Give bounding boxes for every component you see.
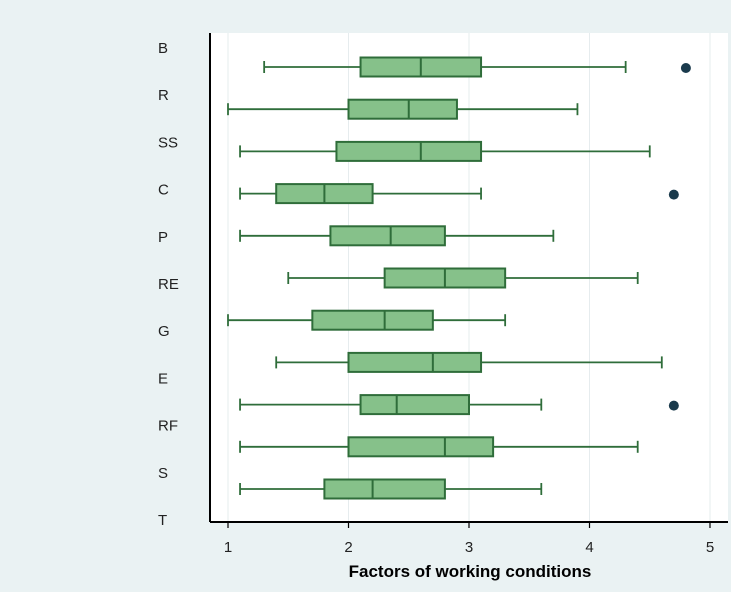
category-label: T bbox=[158, 512, 167, 529]
category-label: P bbox=[158, 229, 168, 246]
x-tick-label: 2 bbox=[344, 539, 352, 556]
box-S bbox=[347, 436, 495, 458]
outlier-point bbox=[680, 63, 691, 73]
category-label: S bbox=[158, 465, 168, 482]
box-G bbox=[311, 309, 434, 331]
box-E bbox=[347, 351, 483, 373]
x-axis-title: Factors of working conditions bbox=[349, 562, 592, 581]
x-tick-label: 1 bbox=[224, 539, 232, 556]
category-label: RF bbox=[158, 418, 178, 435]
box-P bbox=[329, 225, 446, 247]
category-label: R bbox=[158, 87, 169, 104]
box-RF bbox=[359, 394, 470, 416]
y-axis-category-labels: B R SS C P RE G E RF S T bbox=[158, 40, 179, 529]
box-SS bbox=[335, 140, 483, 162]
category-label: RE bbox=[158, 276, 179, 293]
category-label: C bbox=[158, 182, 169, 199]
outliers bbox=[668, 63, 691, 411]
box-R bbox=[347, 98, 458, 120]
category-label: G bbox=[158, 323, 170, 340]
boxes bbox=[275, 56, 507, 500]
outlier-point bbox=[668, 400, 679, 411]
category-label: E bbox=[158, 370, 168, 387]
x-axis-ticks: 1 2 3 4 5 bbox=[224, 522, 714, 556]
x-tick-label: 5 bbox=[706, 539, 714, 556]
whiskers bbox=[227, 61, 663, 495]
x-tick-label: 3 bbox=[465, 539, 473, 556]
category-label: SS bbox=[158, 134, 178, 151]
x-tick-label: 4 bbox=[585, 539, 593, 556]
category-label: B bbox=[158, 40, 168, 57]
box-T bbox=[323, 478, 446, 500]
outlier-point bbox=[668, 189, 679, 200]
